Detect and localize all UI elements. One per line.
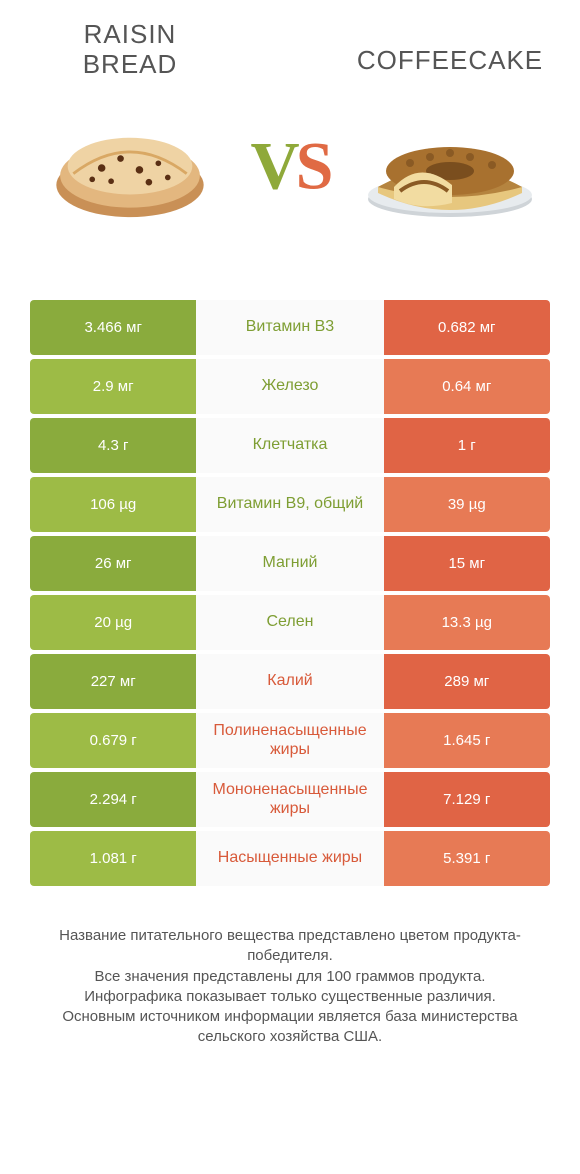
right-value: 289 мг — [384, 654, 550, 709]
table-row: 106 µgВитамин B9, общий39 µg — [30, 477, 550, 532]
right-value: 39 µg — [384, 477, 550, 532]
table-row: 1.081 гНасыщенные жиры5.391 г — [30, 831, 550, 886]
table-row: 0.679 гПолиненасыщенные жиры1.645 г — [30, 713, 550, 768]
right-value: 1 г — [384, 418, 550, 473]
footer-line-2: Все значения представлены для 100 граммо… — [30, 967, 550, 987]
nutrient-label: Витамин B9, общий — [196, 477, 383, 532]
footer-line-1: Название питательного вещества представл… — [30, 926, 550, 967]
nutrient-label: Селен — [196, 595, 383, 650]
nutrient-label: Железо — [196, 359, 383, 414]
vs-v: V — [251, 127, 296, 203]
left-value: 106 µg — [30, 477, 196, 532]
left-value: 227 мг — [30, 654, 196, 709]
left-value: 2.9 мг — [30, 359, 196, 414]
footer-line-4: Основным источником информации является … — [30, 1007, 550, 1048]
left-value: 3.466 мг — [30, 300, 196, 355]
nutrient-label: Клетчатка — [196, 418, 383, 473]
left-value: 1.081 г — [30, 831, 196, 886]
footer-notes: Название питательного вещества представл… — [30, 926, 550, 1048]
raisin-bread-image — [40, 98, 220, 238]
left-title: RAISINBREAD — [83, 20, 178, 80]
right-value: 0.64 мг — [384, 359, 550, 414]
right-value: 5.391 г — [384, 831, 550, 886]
left-value: 4.3 г — [30, 418, 196, 473]
left-value: 2.294 г — [30, 772, 196, 827]
left-value: 26 мг — [30, 536, 196, 591]
nutrient-label: Насыщенные жиры — [196, 831, 383, 886]
nutrient-label: Полиненасыщенные жиры — [196, 713, 383, 768]
nutrient-label: Мононенасыщенные жиры — [196, 772, 383, 827]
header: RAISINBREAD VS COFFEECAKE — [30, 20, 550, 280]
nutrient-label: Магний — [196, 536, 383, 591]
nutrient-label: Витамин B3 — [196, 300, 383, 355]
comparison-table: 3.466 мгВитамин B30.682 мг2.9 мгЖелезо0.… — [30, 300, 550, 886]
product-left: RAISINBREAD — [30, 20, 230, 238]
vs-label: VS — [251, 126, 330, 205]
product-right: COFFEECAKE — [350, 20, 550, 234]
right-title: COFFEECAKE — [357, 46, 543, 76]
table-row: 20 µgСелен13.3 µg — [30, 595, 550, 650]
table-row: 2.294 гМононенасыщенные жиры7.129 г — [30, 772, 550, 827]
footer-line-3: Инфографика показывает только существенн… — [30, 987, 550, 1007]
right-value: 7.129 г — [384, 772, 550, 827]
table-row: 227 мгКалий289 мг — [30, 654, 550, 709]
nutrient-label: Калий — [196, 654, 383, 709]
table-row: 26 мгМагний15 мг — [30, 536, 550, 591]
left-value: 0.679 г — [30, 713, 196, 768]
right-value: 15 мг — [384, 536, 550, 591]
table-row: 3.466 мгВитамин B30.682 мг — [30, 300, 550, 355]
left-value: 20 µg — [30, 595, 196, 650]
right-value: 13.3 µg — [384, 595, 550, 650]
right-value: 1.645 г — [384, 713, 550, 768]
right-value: 0.682 мг — [384, 300, 550, 355]
table-row: 2.9 мгЖелезо0.64 мг — [30, 359, 550, 414]
table-row: 4.3 гКлетчатка1 г — [30, 418, 550, 473]
coffeecake-image — [360, 94, 540, 234]
vs-s: S — [296, 127, 330, 203]
